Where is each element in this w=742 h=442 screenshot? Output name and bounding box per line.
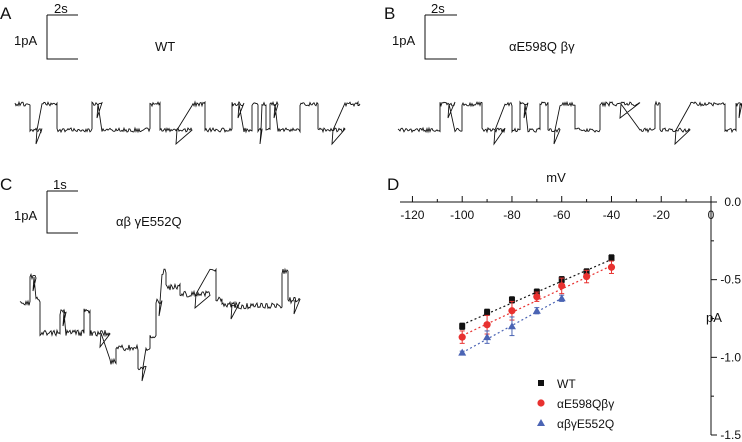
data-point-circle (583, 272, 591, 281)
time-scale-b: 2s (431, 1, 445, 16)
y-tick-label: -1.5 (720, 428, 741, 442)
legend-label: WT (557, 377, 576, 391)
panel-title-b: αE598Q βγ (509, 39, 575, 54)
y-tick-label: 0.0 (724, 195, 741, 209)
x-axis-title: mV (546, 170, 566, 185)
current-trace-a (14, 100, 361, 146)
panel-letter-b: B (384, 4, 395, 23)
data-point-circle (508, 307, 516, 315)
legend-marker-triangle (537, 419, 545, 426)
current-scale-a: 1pA (14, 33, 37, 48)
x-tick-label: -40 (603, 208, 621, 222)
scale-bar-b (424, 14, 457, 60)
scale-bar-c (46, 190, 78, 234)
data-point-square (508, 296, 515, 303)
data-point-triangle (483, 333, 492, 341)
legend-marker-square (538, 380, 544, 386)
data-point-square (484, 309, 491, 316)
data-point-circle (533, 293, 541, 301)
panel-title-c: αβ γE552Q (116, 214, 182, 229)
legend-marker-circle (537, 399, 545, 407)
y-tick-label: -0.5 (720, 273, 741, 287)
x-tick-label: -60 (553, 208, 571, 222)
panel-letter-a: A (0, 4, 12, 23)
chart-axes: -120 -100 -80 -60 -40 -20 0 0.0 -0.5 -1.0 -1.5 (400, 195, 741, 442)
x-tick-label: -100 (450, 208, 474, 222)
data-point-triangle (532, 306, 541, 314)
panel-b: B 2s 1pA αE598Q βγ (384, 1, 742, 146)
data-point-circle (607, 263, 616, 271)
current-trace-c (19, 267, 301, 382)
data-point-square (608, 254, 615, 261)
panel-c: C 1s 1pA αβ γE552Q (0, 175, 301, 382)
iv-chart: D mV pA -120 -100 -80 -60 -40 -20 0 0.0 -0.5 -1.0… (387, 170, 741, 442)
panel-letter-d: D (387, 175, 399, 194)
x-tick-label: -20 (653, 208, 671, 222)
panel-a: A 2s 1pA WT (0, 1, 361, 146)
current-trace-b (397, 100, 742, 146)
panel-letter-c: C (0, 175, 12, 194)
time-scale-c: 1s (53, 177, 67, 192)
current-scale-c: 1pA (14, 208, 37, 223)
data-point-square (459, 323, 466, 330)
data-point-circle (558, 282, 566, 290)
current-scale-b: 1pA (392, 33, 415, 48)
x-tick-label: 0 (708, 208, 715, 222)
y-tick-label: -1.0 (720, 350, 741, 364)
legend-label: αE598Qβγ (557, 397, 614, 411)
y-axis-title: pA (706, 310, 722, 325)
data-point-circle (483, 321, 491, 329)
data-point-triangle (507, 322, 516, 330)
legend-label: αβγE552Q (557, 417, 614, 431)
data-point-circle (458, 333, 466, 341)
legend: WT αE598Qβγ αβγE552Q (537, 377, 614, 431)
scale-bar-a (46, 14, 78, 60)
x-tick-label: -80 (503, 208, 521, 222)
panel-title-a: WT (155, 39, 175, 54)
data-marks (458, 254, 616, 356)
x-tick-label: -120 (400, 208, 424, 222)
fit-line-series-2 (461, 297, 563, 354)
data-point-triangle (458, 348, 467, 356)
data-point-triangle (557, 294, 566, 302)
time-scale-a: 2s (54, 1, 68, 16)
